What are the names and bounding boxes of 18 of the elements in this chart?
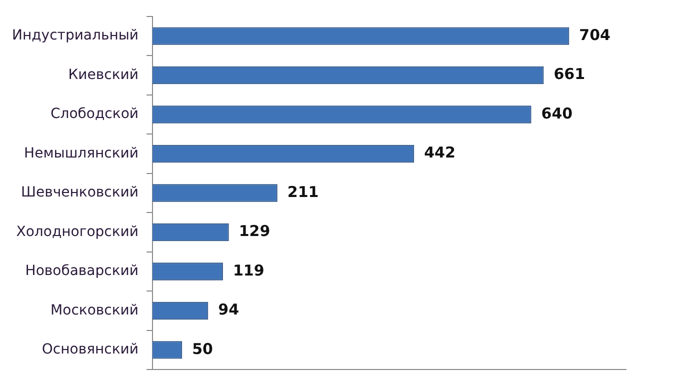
data-label: 640 [541, 104, 573, 122]
data-label: 129 [238, 222, 270, 240]
y-tick-label: Киевский [68, 66, 139, 83]
y-tick-label: Шевченковский [21, 184, 139, 201]
y-tick-label: Московский [50, 302, 139, 318]
y-tick-label: Основянский [42, 342, 139, 358]
y-tick-label: Холодногорский [16, 224, 139, 240]
y-tick-label: Немышлянский [24, 145, 139, 162]
y-tick-label: Слободской [50, 106, 139, 122]
data-label: 119 [232, 261, 264, 280]
data-label: 661 [554, 65, 586, 84]
y-tick-label: Индустриальный [12, 28, 139, 44]
data-label: 211 [287, 182, 319, 201]
data-label: 704 [579, 26, 610, 44]
y-tick-label: Новобаварский [25, 263, 139, 280]
data-label: 442 [424, 144, 456, 162]
data-label: 94 [218, 300, 240, 319]
data-label: 50 [192, 340, 213, 358]
